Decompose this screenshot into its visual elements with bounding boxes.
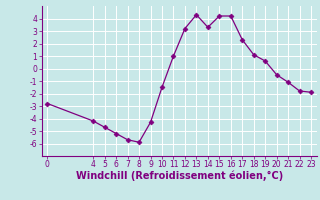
X-axis label: Windchill (Refroidissement éolien,°C): Windchill (Refroidissement éolien,°C) [76, 171, 283, 181]
